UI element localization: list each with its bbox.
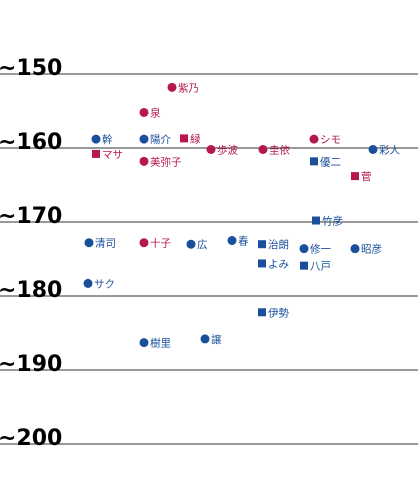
data-point-marker bbox=[139, 156, 149, 166]
data-point-marker bbox=[310, 157, 318, 166]
data-point-label: 治朗 bbox=[268, 238, 289, 251]
data-point-marker bbox=[139, 238, 149, 248]
data-point-marker bbox=[258, 240, 266, 249]
data-point-marker bbox=[300, 261, 308, 270]
data-point-marker bbox=[312, 216, 320, 225]
data-point-label: サク bbox=[94, 278, 115, 290]
data-point-marker bbox=[167, 82, 177, 92]
data-point-label: 伊勢 bbox=[268, 306, 289, 319]
data-point-label: 樹里 bbox=[150, 337, 171, 350]
data-point-marker bbox=[227, 236, 237, 245]
data-point-label: 幹 bbox=[102, 133, 113, 146]
data-point-label: 優二 bbox=[320, 155, 341, 168]
data-point-label: 菅 bbox=[361, 171, 372, 183]
data-point-marker bbox=[139, 338, 149, 348]
data-point-label: 紫乃 bbox=[178, 82, 199, 94]
data-point-label: 歩波 bbox=[217, 143, 238, 156]
data-point-label: 泉 bbox=[150, 106, 161, 119]
data-point-marker bbox=[351, 172, 359, 181]
data-point-marker bbox=[258, 144, 268, 154]
data-point-label: 清司 bbox=[95, 237, 116, 250]
data-point-label: 広 bbox=[197, 238, 208, 251]
data-point-label: よみ bbox=[268, 258, 289, 270]
data-point-label: 春 bbox=[238, 236, 249, 248]
data-point-label: 美弥子 bbox=[150, 155, 182, 168]
data-point-label: 彩人 bbox=[379, 144, 400, 156]
data-point-marker bbox=[84, 238, 94, 248]
data-point-marker bbox=[186, 239, 196, 249]
data-point-marker bbox=[206, 144, 216, 154]
y-tick-label: ~200 bbox=[0, 426, 62, 451]
data-point-marker bbox=[258, 259, 266, 268]
data-point-marker bbox=[299, 244, 309, 254]
data-point-marker bbox=[139, 134, 149, 144]
data-point-marker bbox=[350, 244, 360, 254]
data-point-marker bbox=[139, 107, 149, 117]
data-point-label: 陽介 bbox=[150, 134, 171, 146]
data-point-label: シモ bbox=[320, 134, 341, 146]
data-point-marker bbox=[258, 308, 266, 317]
data-point-marker bbox=[91, 134, 101, 144]
data-point-marker bbox=[92, 149, 100, 158]
data-point-marker bbox=[83, 278, 93, 288]
data-point-label: 竹彦 bbox=[322, 215, 343, 228]
y-tick-label: ~170 bbox=[0, 204, 62, 229]
grid-layer: ~150 ~160 ~170 ~180 ~190 ~200 bbox=[0, 56, 418, 451]
data-point-label: 昭彦 bbox=[361, 243, 382, 256]
data-point-label: 十子 bbox=[150, 237, 171, 250]
data-point-marker bbox=[200, 334, 210, 344]
data-point-label: 緑 bbox=[190, 132, 201, 145]
data-point-label: マサ bbox=[102, 149, 123, 161]
y-tick-label: ~180 bbox=[0, 278, 62, 303]
data-point-marker bbox=[180, 134, 188, 143]
data-point-label: 圭依 bbox=[269, 143, 290, 156]
data-point-label: 譲 bbox=[211, 333, 222, 346]
y-tick-label: ~150 bbox=[0, 56, 62, 81]
data-point-marker bbox=[368, 144, 378, 154]
data-point-label: 修一 bbox=[310, 243, 331, 256]
y-tick-label: ~160 bbox=[0, 130, 62, 155]
data-point-label: 八戸 bbox=[310, 261, 331, 273]
data-point-marker bbox=[309, 134, 319, 144]
y-tick-label: ~190 bbox=[0, 352, 62, 377]
